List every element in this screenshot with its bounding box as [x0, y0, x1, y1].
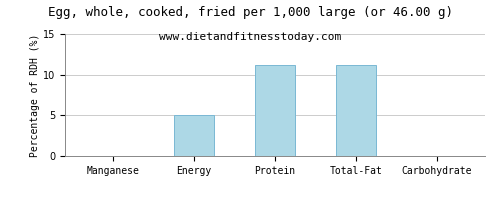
Y-axis label: Percentage of RDH (%): Percentage of RDH (%): [30, 33, 40, 157]
Text: Egg, whole, cooked, fried per 1,000 large (or 46.00 g): Egg, whole, cooked, fried per 1,000 larg…: [48, 6, 452, 19]
Bar: [255, 65, 295, 156]
Text: www.dietandfitnesstoday.com: www.dietandfitnesstoday.com: [159, 32, 341, 42]
Bar: [336, 65, 376, 156]
Bar: [174, 115, 214, 156]
